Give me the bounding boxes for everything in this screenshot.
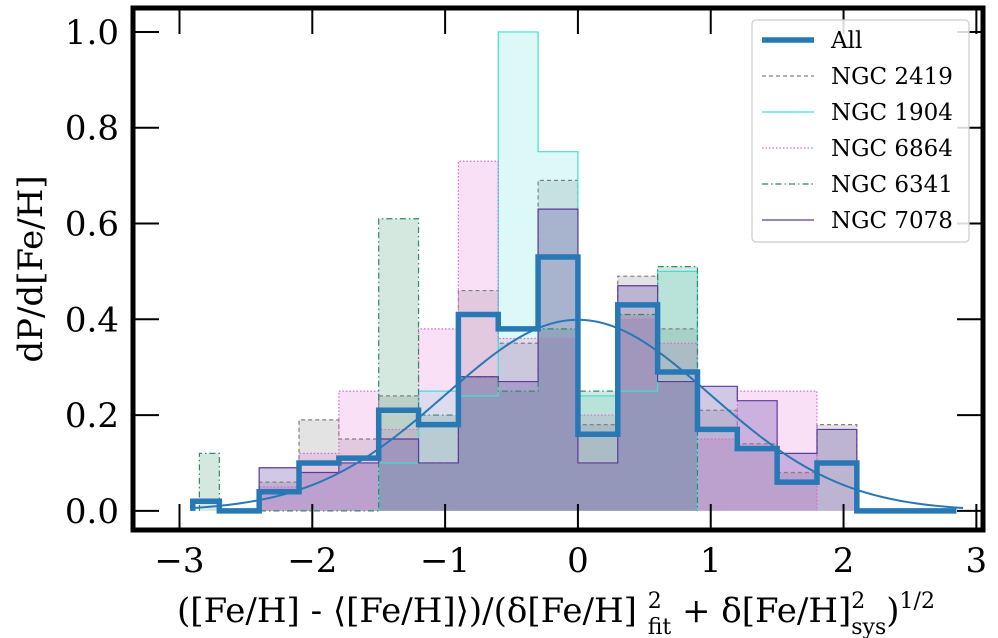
bar-ngc1904-0 <box>378 462 419 511</box>
bar-ngc2419-6 <box>498 343 539 511</box>
bar-ngc2419-5 <box>458 290 499 511</box>
x-axis-label-sup-fit: 2 <box>648 589 662 614</box>
bar-ngc1904-4 <box>538 151 578 511</box>
bar-ngc7078-5 <box>458 376 499 511</box>
bar-ngc2419-9 <box>617 276 658 511</box>
bar-ngc6864-4 <box>418 328 459 511</box>
legend-label-ngc2419: NGC 2419 <box>831 64 953 90</box>
y-axis-label: dP/d[Fe/H] <box>11 175 51 362</box>
x-tick-label: −1 <box>420 541 470 581</box>
y-tick-label: 0.2 <box>65 396 119 436</box>
x-axis-label-sub-sys: sys <box>851 615 886 638</box>
bar-ngc6864-2 <box>338 391 379 511</box>
bar-ngc7078-4 <box>418 462 459 511</box>
legend-label-ngc1904: NGC 1904 <box>831 100 953 126</box>
legend-label-ngc6864: NGC 6864 <box>831 136 953 162</box>
bar-ngc2419-12 <box>737 443 778 511</box>
gaussian-curve-layer <box>192 318 964 509</box>
legend-label-ngc7078: NGC 7078 <box>831 208 953 234</box>
bar-ngc7078-9 <box>617 285 658 511</box>
step-line-ngc7078 <box>258 208 858 511</box>
bar-ngc6341-8 <box>498 391 539 511</box>
bar-ngc2419-14 <box>816 424 857 511</box>
x-axis-label-main: ([Fe/H] - ⟨[Fe/H]⟩)/(δ[Fe/H] <box>177 591 637 631</box>
axis-ticks: −3 −2 −1 0 1 2 3 0.0 0.2 0.4 0.6 0.8 1.0 <box>65 8 987 581</box>
bar-ngc7078-2 <box>338 462 379 511</box>
gaussian-curve <box>192 318 964 509</box>
bar-ngc6341-5 <box>378 218 419 511</box>
bar-ngc2419-3 <box>378 395 419 511</box>
bar-ngc6864-11 <box>697 439 738 511</box>
bar-ngc6341-0 <box>199 453 220 511</box>
bar-ngc2419-8 <box>577 424 618 511</box>
y-tick-label: 0.6 <box>65 205 119 245</box>
x-axis-label: ([Fe/H] - ⟨[Fe/H]⟩)/(δ[Fe/H] 2 fit + δ[Fe… <box>177 589 935 638</box>
bar-ngc2419-2 <box>338 439 379 511</box>
bar-ngc6341-12 <box>657 266 698 511</box>
bar-ngc2419-7 <box>538 180 578 511</box>
bar-ngc2419-4 <box>418 462 459 511</box>
bar-ngc1904-2 <box>458 395 499 511</box>
bar-ngc6341-10 <box>577 391 618 511</box>
legend-label-ngc6341: NGC 6341 <box>831 172 953 198</box>
x-tick-label: 0 <box>567 541 589 581</box>
bar-ngc2419-13 <box>777 472 817 511</box>
legend: All NGC 2419 NGC 1904 NGC 6864 NGC 6341 NGC 7… <box>751 19 970 243</box>
bar-ngc7078-6 <box>498 381 539 511</box>
x-axis-label-mid: + δ[Fe/H] <box>671 591 851 631</box>
bar-ngc7078-10 <box>657 381 698 511</box>
x-tick-label: −3 <box>154 541 204 581</box>
bar-ngc7078-11 <box>697 386 738 511</box>
bar-ngc1904-3 <box>498 31 539 511</box>
plot-frame <box>130 5 986 533</box>
bar-ngc6864-6 <box>498 338 539 511</box>
x-axis-label-close: ) <box>886 591 899 631</box>
x-axis-label-sub-fit: fit <box>648 615 672 638</box>
bar-ngc7078-14 <box>816 429 857 511</box>
y-tick-label: 0.8 <box>65 109 119 149</box>
y-tick-label: 1.0 <box>65 13 119 53</box>
x-tick-label: −2 <box>287 541 337 581</box>
bar-ngc2419-10 <box>657 328 698 511</box>
bar-ngc6864-7 <box>538 338 578 511</box>
bar-ngc6864-5 <box>458 161 499 511</box>
legend-label-all: All <box>830 28 862 54</box>
bar-ngc1904-7 <box>657 271 698 511</box>
step-line-ngc2419 <box>258 179 858 511</box>
x-tick-label: 3 <box>966 541 988 581</box>
bar-ngc6341-7 <box>458 376 499 511</box>
bar-ngc6864-9 <box>617 319 658 511</box>
x-tick-label: 2 <box>833 541 855 581</box>
bar-ngc6341-9 <box>538 328 578 511</box>
bar-ngc6864-13 <box>777 391 817 511</box>
bar-ngc7078-8 <box>577 462 618 511</box>
bar-ngc7078-1 <box>299 472 339 511</box>
y-tick-label: 0.0 <box>65 492 119 532</box>
x-axis-label-sup-half: 1/2 <box>900 589 935 614</box>
bar-ngc1904-6 <box>617 391 658 511</box>
x-tick-label: 1 <box>700 541 722 581</box>
y-tick-label: 0.4 <box>65 300 119 340</box>
bar-ngc7078-12 <box>737 400 778 511</box>
bar-ngc7078-3 <box>378 439 419 511</box>
x-axis-label-sup-sys: 2 <box>851 589 865 614</box>
